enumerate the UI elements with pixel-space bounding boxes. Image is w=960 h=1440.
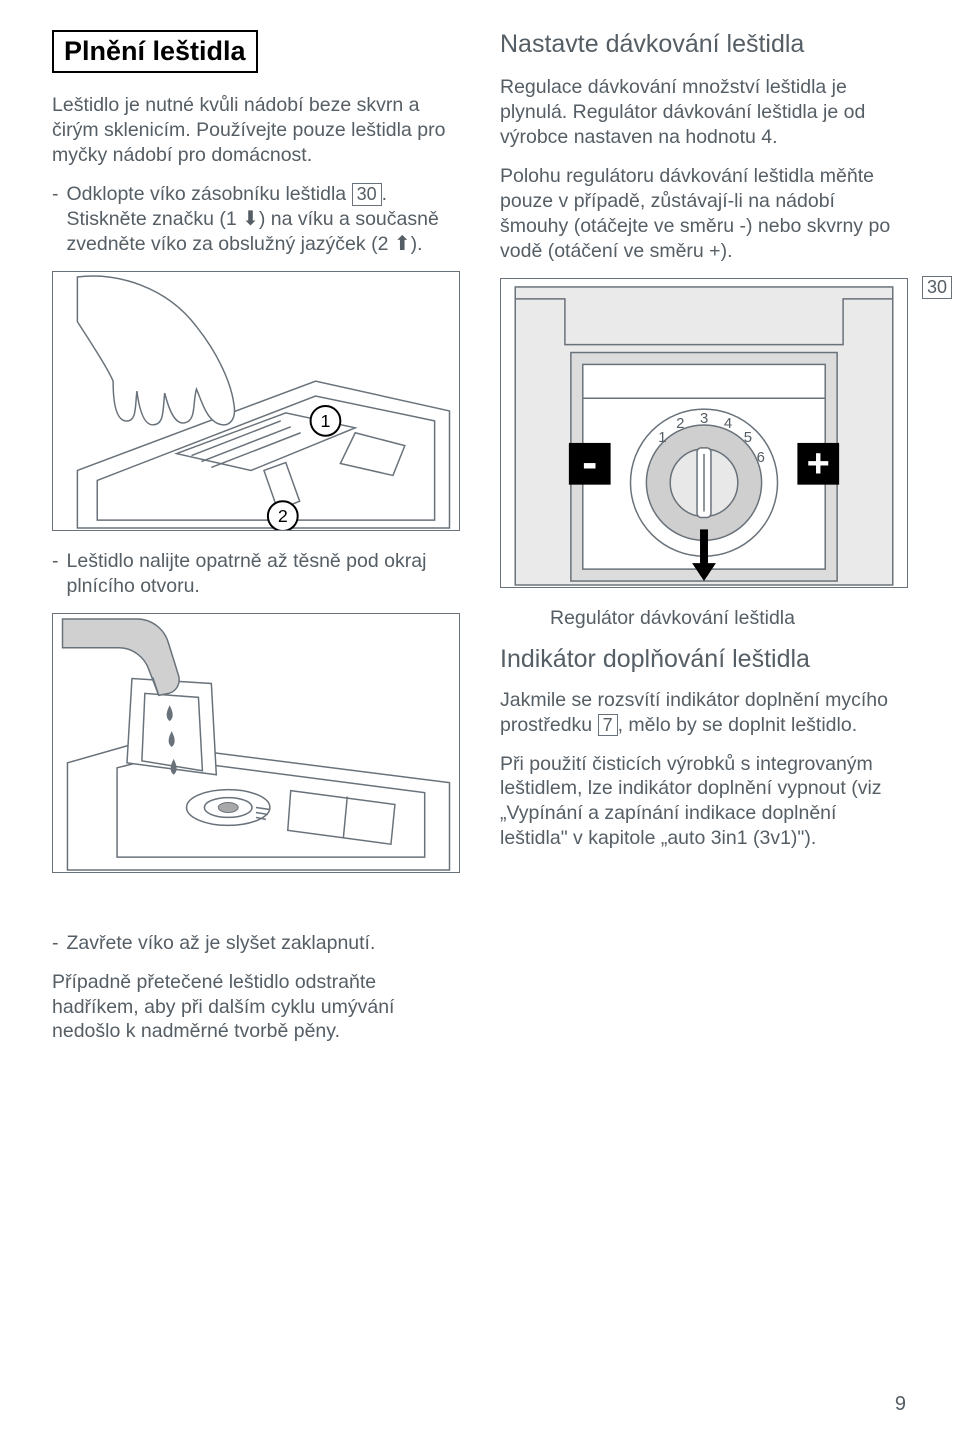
- illustration-pour: [53, 614, 459, 872]
- paragraph: Regulace dávkování množství leštidla je …: [500, 75, 908, 150]
- illustration-open-lid: 1 2: [53, 272, 459, 530]
- main-heading: Plnění leštidla: [52, 30, 258, 73]
- bullet-row: - Zavřete víko až je slyšet zaklapnutí.: [52, 931, 460, 956]
- arrow-up-icon: ⬆: [394, 234, 411, 254]
- plus-label: +: [807, 441, 830, 485]
- figure-label-1: 1: [320, 411, 330, 431]
- bullet-text: Leštidlo nalijte opatrně až těsně pod ok…: [67, 549, 461, 599]
- figure-pour-liquid: [52, 613, 460, 873]
- figure-label-2: 2: [278, 506, 288, 526]
- reference-number: 7: [598, 714, 618, 737]
- paragraph: Jakmile se rozsvítí indikátor doplnění m…: [500, 688, 908, 738]
- bullet-dash: -: [52, 549, 59, 599]
- bullet-text: Zavřete víko až je slyšet zaklapnutí.: [67, 931, 461, 956]
- sub-heading-indicator: Indikátor doplňování leštidla: [500, 645, 908, 674]
- intro-paragraph: Leštidlo je nutné kvůli nádobí beze skvr…: [52, 93, 460, 168]
- text-fragment: , mělo by se doplnit leštidlo.: [618, 714, 858, 736]
- bullet-dash: -: [52, 182, 59, 257]
- minus-label: -: [582, 436, 597, 487]
- figure-reference-number: 30: [922, 276, 952, 299]
- text-fragment: ).: [411, 233, 423, 255]
- paragraph: Při použití čisticích výrobků s integrov…: [500, 752, 908, 852]
- dial-num: 4: [724, 416, 732, 432]
- illustration-dial: - +: [501, 279, 907, 587]
- dial-num: 5: [744, 430, 752, 446]
- sub-heading-dosing: Nastavte dávkování leštidla: [500, 30, 908, 59]
- paragraph: Polohu regulátoru dávkování leštidla měň…: [500, 164, 908, 264]
- reference-number: 30: [352, 183, 382, 206]
- closing-paragraph: Případně přetečené leštidlo odstraňte ha…: [52, 970, 460, 1045]
- dial-num: 6: [757, 449, 765, 465]
- figure-caption: Regulátor dávkování leštidla: [550, 606, 908, 631]
- page-number: 9: [895, 1393, 906, 1416]
- bullet-dash: -: [52, 931, 59, 956]
- dial-num: 3: [700, 411, 708, 427]
- bullet-row: - Odklopte víko zásobníku leštidla 30. S…: [52, 182, 460, 257]
- bullet-row: - Leštidlo nalijte opatrně až těsně pod …: [52, 549, 460, 599]
- figure-dial: - +: [500, 278, 908, 588]
- figure-open-lid: 1 2: [52, 271, 460, 531]
- dial-num: 2: [676, 416, 684, 432]
- dial-num: 1: [658, 430, 666, 446]
- text-fragment: Odklopte víko zásobníku leštidla: [67, 183, 352, 205]
- arrow-down-icon: ⬇: [242, 209, 259, 229]
- bullet-text: Odklopte víko zásobníku leštidla 30. Sti…: [67, 182, 461, 257]
